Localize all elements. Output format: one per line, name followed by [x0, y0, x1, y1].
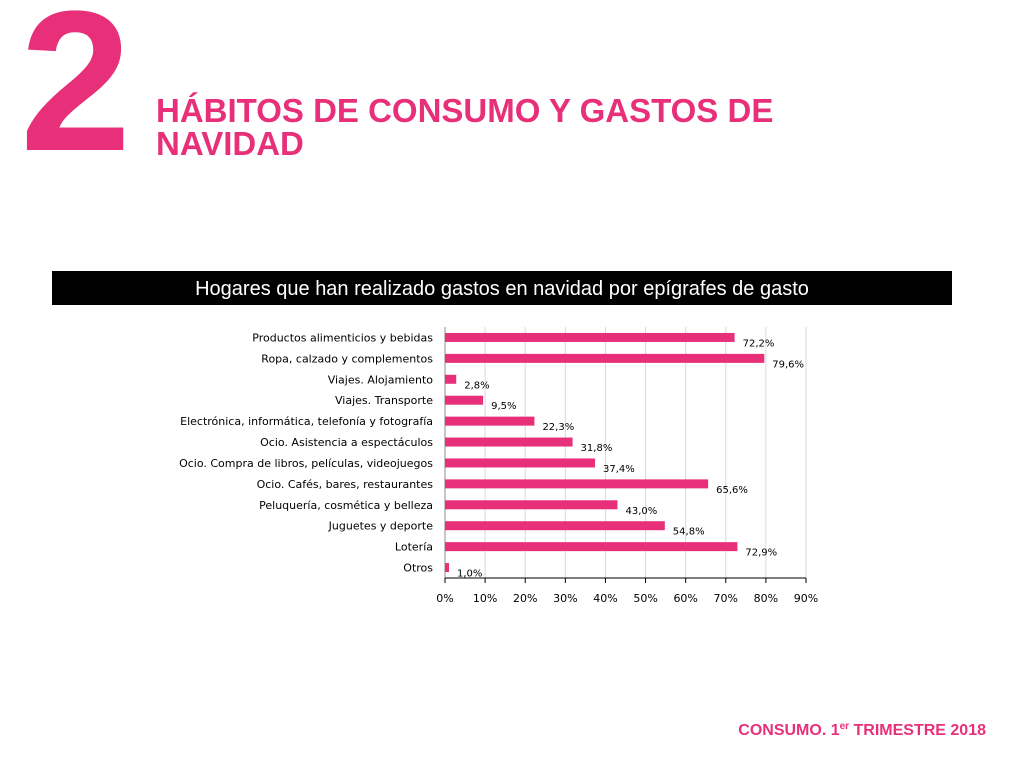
category-label: Electrónica, informática, telefonía y fo… — [180, 415, 433, 428]
data-label: 54,8% — [673, 527, 705, 538]
x-tick-label: 40% — [593, 592, 617, 605]
bar — [445, 353, 765, 363]
category-label: Juguetes y deporte — [328, 520, 434, 533]
footer-suffix: TRIMESTRE 2018 — [849, 722, 987, 739]
footer-label: CONSUMO. 1er TRIMESTRE 2018 — [738, 721, 986, 740]
bar — [445, 416, 535, 426]
data-label: 72,2% — [743, 338, 775, 349]
footer-prefix: CONSUMO. 1 — [738, 722, 840, 739]
chart-title-bar: Hogares que han realizado gastos en navi… — [52, 271, 952, 305]
x-tick-label: 70% — [714, 592, 738, 605]
bar — [445, 374, 457, 384]
category-label: Otros — [403, 562, 433, 575]
category-label: Ropa, calzado y complementos — [261, 352, 433, 365]
category-label: Ocio. Compra de libros, películas, video… — [179, 457, 433, 470]
category-label: Ocio. Asistencia a espectáculos — [260, 436, 433, 449]
data-label: 31,8% — [581, 443, 613, 454]
bar — [445, 395, 484, 405]
x-tick-label: 80% — [754, 592, 778, 605]
data-label: 43,0% — [625, 506, 657, 517]
category-label: Viajes. Alojamiento — [328, 373, 434, 386]
bar — [445, 521, 665, 531]
data-label: 72,9% — [745, 548, 777, 559]
category-label: Productos alimenticios y bebidas — [252, 331, 433, 344]
bar — [445, 563, 450, 573]
data-label: 2,8% — [464, 380, 489, 391]
category-label: Lotería — [395, 541, 433, 554]
data-label: 65,6% — [716, 485, 748, 496]
x-tick-label: 90% — [794, 592, 818, 605]
x-tick-label: 30% — [553, 592, 577, 605]
section-number: 2 — [20, 0, 131, 193]
data-label: 79,6% — [772, 359, 804, 370]
data-label: 1,0% — [457, 569, 482, 580]
chart-title: Hogares que han realizado gastos en navi… — [195, 278, 809, 300]
bar — [445, 458, 596, 468]
category-label: Peluquería, cosmética y belleza — [259, 499, 433, 512]
x-tick-label: 50% — [633, 592, 657, 605]
x-tick-label: 0% — [436, 592, 453, 605]
category-label: Ocio. Cafés, bares, restaurantes — [257, 478, 434, 491]
data-label: 9,5% — [491, 401, 516, 412]
category-label: Viajes. Transporte — [335, 394, 433, 407]
bar — [445, 437, 573, 447]
data-label: 37,4% — [603, 464, 635, 475]
data-label: 22,3% — [542, 422, 574, 433]
x-tick-label: 20% — [513, 592, 537, 605]
bar — [445, 332, 735, 342]
page-title: HÁBITOS DE CONSUMO Y GASTOS DE NAVIDAD — [156, 92, 774, 162]
x-tick-label: 60% — [673, 592, 697, 605]
x-tick-label: 10% — [473, 592, 497, 605]
footer-superscript: er — [839, 721, 850, 732]
bar — [445, 500, 618, 510]
bar — [445, 542, 738, 552]
bar — [445, 479, 709, 489]
